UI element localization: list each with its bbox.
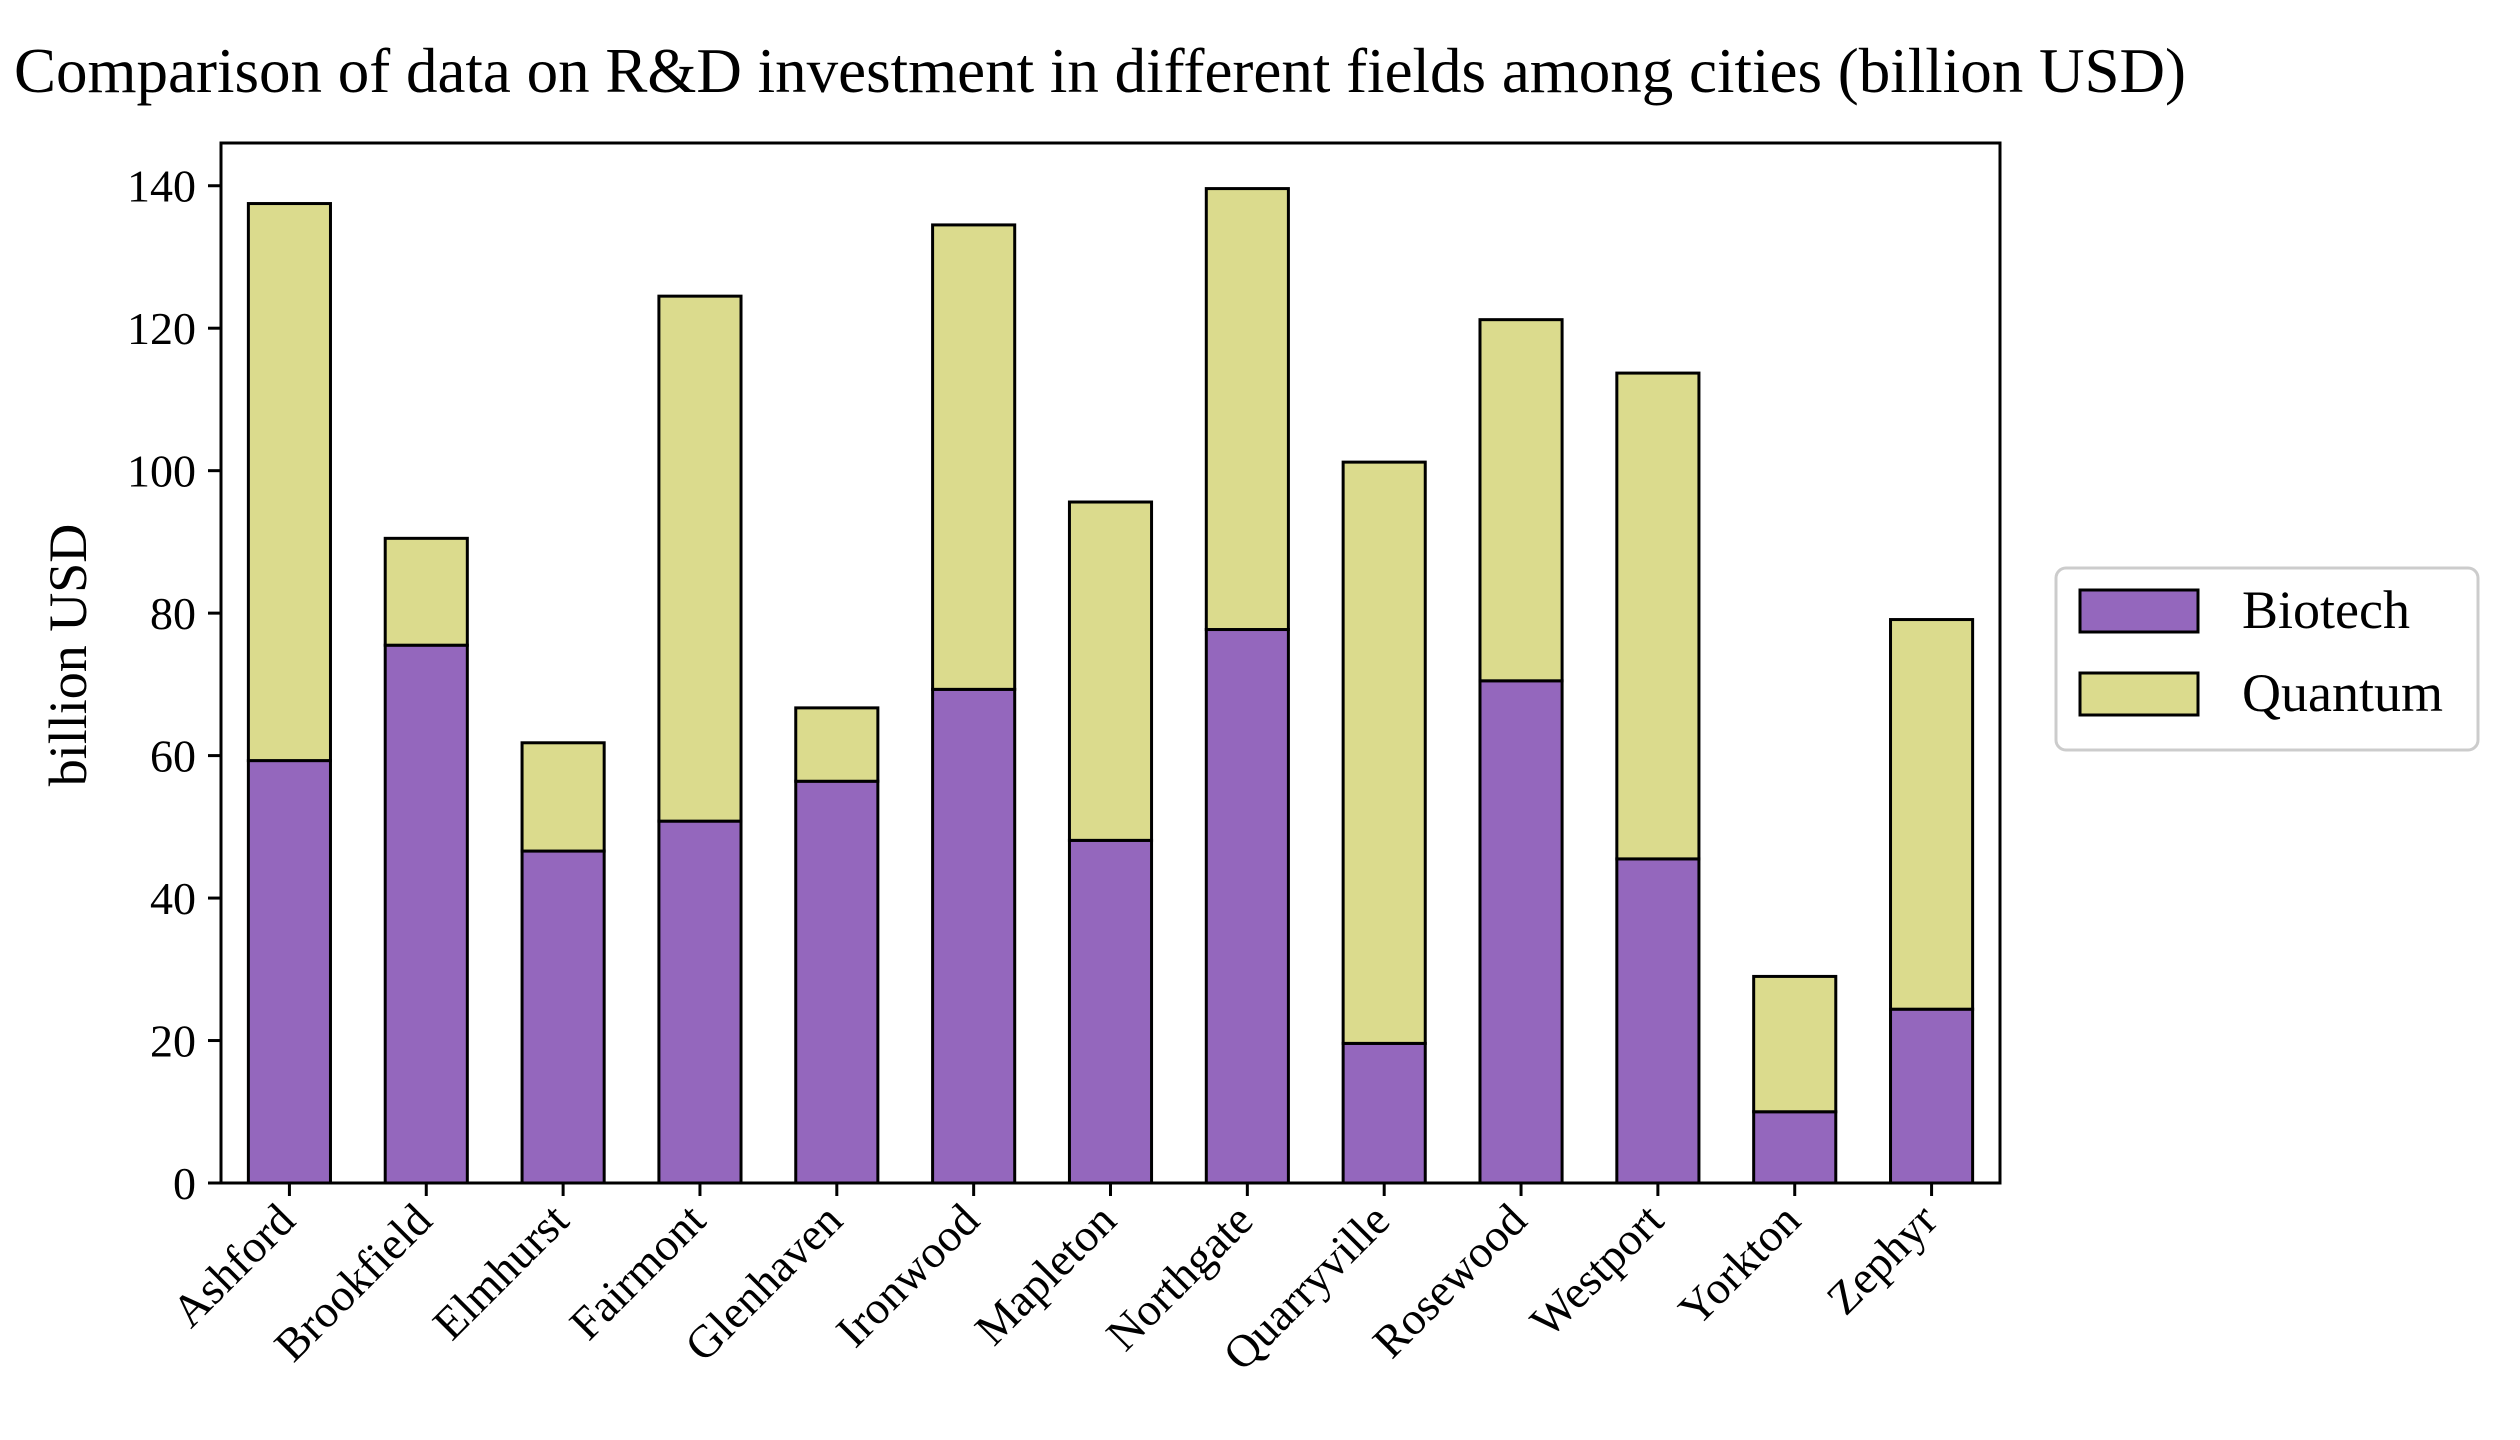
legend: Biotech Quantum (2054, 566, 2480, 752)
bar-quantum-yorkton (1752, 974, 1838, 1114)
y-tick-label: 60 (150, 731, 196, 782)
y-tick-label: 80 (150, 588, 196, 639)
y-tick-label: 40 (150, 873, 196, 924)
x-tick-label: Zephyr (1817, 1194, 1947, 1324)
legend-label-biotech: Biotech (2242, 580, 2410, 640)
bar-biotech-fairmont (657, 819, 743, 1185)
bar-quantum-elmhurst (520, 741, 606, 853)
legend-swatch-biotech (2078, 588, 2200, 634)
bar-quantum-ironwood (931, 223, 1017, 691)
bar-quantum-zephyr (1889, 618, 1975, 1011)
legend-label-quantum: Quantum (2242, 663, 2443, 723)
bar-biotech-rosewood (1478, 679, 1564, 1185)
bar-biotech-yorkton (1752, 1110, 1838, 1185)
bar-quantum-northgate (1204, 187, 1290, 632)
x-tick-label: Yorkton (1669, 1194, 1810, 1335)
bar-biotech-ironwood (931, 687, 1017, 1185)
legend-swatch-quantum (2078, 671, 2200, 717)
bar-quantum-mapleton (1067, 500, 1154, 842)
x-tick-label: Westport (1520, 1194, 1673, 1347)
bar-biotech-northgate (1204, 628, 1290, 1185)
bar-quantum-rosewood (1478, 318, 1564, 683)
bar-biotech-quarryville (1341, 1041, 1427, 1185)
bar-quantum-brookfield (383, 536, 469, 647)
bar-biotech-elmhurst (520, 849, 606, 1185)
bar-quantum-quarryville (1341, 460, 1427, 1045)
y-tick-label: 140 (127, 161, 196, 212)
y-tick-label: 0 (173, 1158, 196, 1209)
chart-title: Comparison of data on R&D investment in … (14, 36, 2186, 106)
x-tick-label: Ironwood (826, 1194, 989, 1357)
bar-biotech-ashford (246, 759, 332, 1185)
y-tick-label: 100 (127, 446, 196, 497)
bar-quantum-glenhaven (794, 706, 880, 783)
bar-quantum-westport (1615, 371, 1701, 861)
bar-biotech-glenhaven (794, 779, 880, 1185)
bar-biotech-westport (1615, 857, 1701, 1185)
bar-biotech-mapleton (1067, 838, 1154, 1185)
y-tick-label: 120 (127, 303, 196, 354)
bar-biotech-zephyr (1889, 1007, 1975, 1185)
y-axis-label: billion USD (38, 524, 98, 787)
plot-area: 020406080100120140AshfordBrookfieldElmhu… (127, 141, 2002, 1380)
x-tick-label: Elmhurst (423, 1194, 578, 1349)
bar-biotech-brookfield (383, 643, 469, 1185)
bar-quantum-fairmont (657, 294, 743, 823)
y-tick-label: 20 (150, 1016, 196, 1067)
bar-quantum-ashford (246, 202, 332, 763)
